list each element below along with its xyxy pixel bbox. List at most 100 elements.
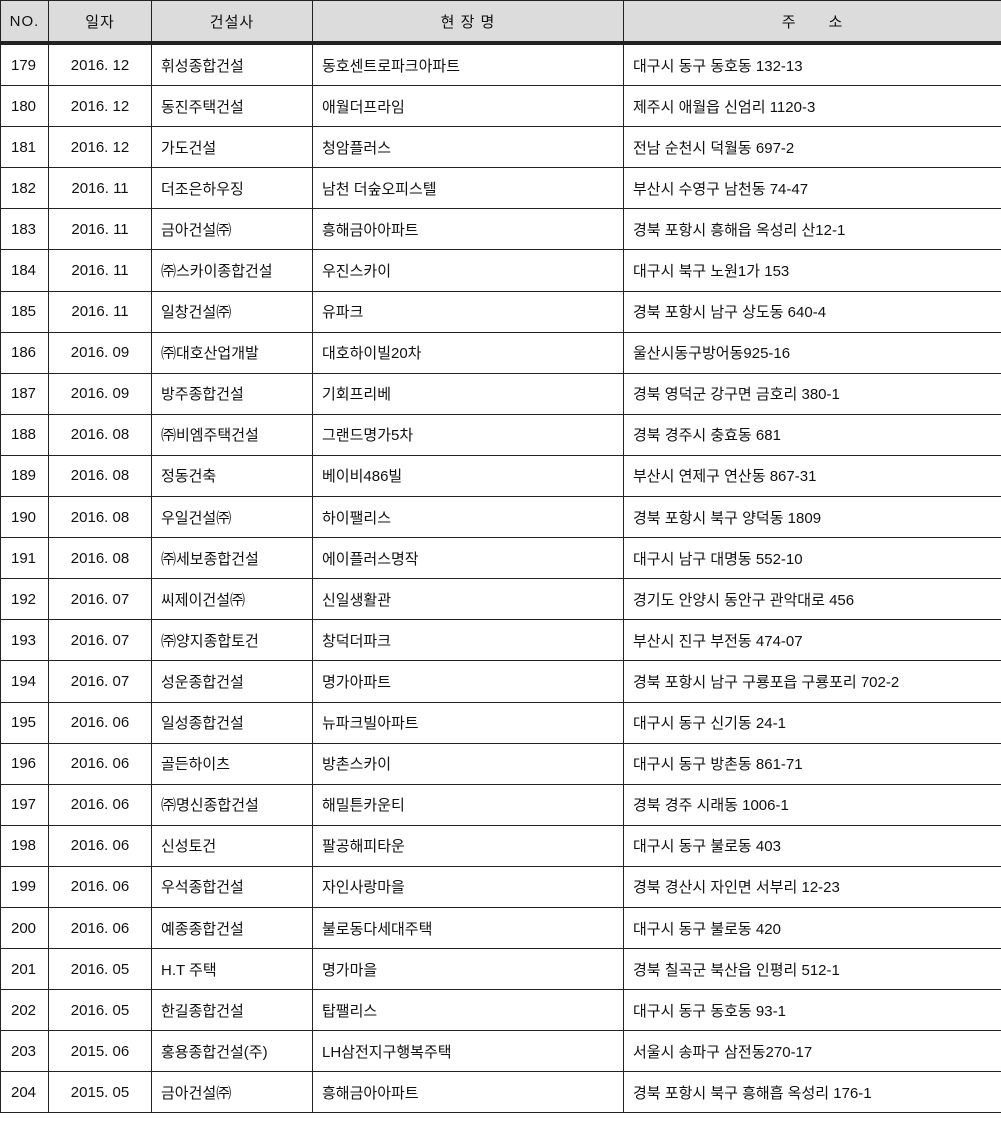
cell-site: 에이플러스명작 [312, 537, 624, 580]
cell-company: ㈜스카이종합건설 [151, 249, 313, 292]
cell-address: 대구시 동구 불로동 403 [623, 824, 1001, 867]
cell-date: 2016. 06 [48, 865, 152, 908]
cell-company: ㈜세보종합건설 [151, 537, 313, 580]
cell-address: 대구시 동구 방촌동 861-71 [623, 742, 1001, 785]
cell-site: 동호센트로파크아파트 [312, 42, 624, 87]
cell-company: ㈜대호산업개발 [151, 331, 313, 374]
cell-address: 경북 포항시 흥해읍 옥성리 산12-1 [623, 208, 1001, 251]
cell-address: 경북 영덕군 강구면 금호리 380-1 [623, 372, 1001, 415]
cell-company: 금아건설㈜ [151, 208, 313, 251]
table-row: 203 2015. 06 홍용종합건설(주) LH삼전지구행복주택 서울시 송파구 삼전… [0, 1030, 1001, 1073]
cell-address: 대구시 동구 동호동 93-1 [623, 989, 1001, 1032]
table-row: 192 2016. 07 씨제이건설㈜ 신일생활관 경기도 안양시 동안구 관악대로 4… [0, 578, 1001, 621]
cell-site: 흥해금아아파트 [312, 208, 624, 251]
table-row: 191 2016. 08 ㈜세보종합건설 에이플러스명작 대구시 남구 대명동 552-… [0, 537, 1001, 580]
cell-date: 2016. 09 [48, 372, 152, 415]
header-row: NO. 일자 건설사 현 장 명 주 소 [0, 0, 1001, 45]
table-row: 201 2016. 05 H.T 주택 명가마을 경북 칠곡군 북산읍 인평리 512-… [0, 948, 1001, 991]
cell-site: 팔공해피타운 [312, 824, 624, 867]
cell-company: 휘성종합건설 [151, 42, 313, 87]
cell-site: 애월더프라임 [312, 85, 624, 128]
cell-no: 195 [0, 701, 49, 744]
cell-company: 금아건설㈜ [151, 1071, 313, 1114]
cell-no: 188 [0, 413, 49, 456]
cell-address: 경기도 안양시 동안구 관악대로 456 [623, 578, 1001, 621]
cell-company: 우석종합건설 [151, 865, 313, 908]
table-row: 194 2016. 07 성운종합건설 명가아파트 경북 포항시 남구 구룡포읍 구룡포… [0, 660, 1001, 703]
table-row: 184 2016. 11 ㈜스카이종합건설 우진스카이 대구시 북구 노원1가 153 [0, 249, 1001, 292]
cell-no: 186 [0, 331, 49, 374]
table-row: 204 2015. 05 금아건설㈜ 흥해금아아파트 경북 포항시 북구 흥해흡 옥성리… [0, 1071, 1001, 1114]
table-row: 181 2016. 12 가도건설 청암플러스 전남 순천시 덕월동 697-2 [0, 126, 1001, 169]
cell-no: 187 [0, 372, 49, 415]
header-no: NO. [0, 0, 49, 45]
cell-address: 울산시동구방어동925-16 [623, 331, 1001, 374]
table-row: 198 2016. 06 신성토건 팔공해피타운 대구시 동구 불로동 403 [0, 824, 1001, 867]
cell-address: 경북 경주 시래동 1006-1 [623, 783, 1001, 826]
cell-company: 일창건설㈜ [151, 290, 313, 333]
cell-address: 대구시 남구 대명동 552-10 [623, 537, 1001, 580]
cell-company: 가도건설 [151, 126, 313, 169]
cell-no: 194 [0, 660, 49, 703]
cell-company: 동진주택건설 [151, 85, 313, 128]
cell-company: ㈜비엠주택건설 [151, 413, 313, 456]
cell-date: 2015. 06 [48, 1030, 152, 1073]
cell-company: 골든하이츠 [151, 742, 313, 785]
cell-site: 명가마을 [312, 948, 624, 991]
cell-date: 2016. 07 [48, 660, 152, 703]
cell-address: 경북 포항시 북구 양덕동 1809 [623, 496, 1001, 539]
cell-company: ㈜명신종합건설 [151, 783, 313, 826]
cell-site: 남천 더숲오피스텔 [312, 167, 624, 210]
cell-date: 2016. 08 [48, 496, 152, 539]
cell-no: 203 [0, 1030, 49, 1073]
cell-site: 유파크 [312, 290, 624, 333]
cell-no: 201 [0, 948, 49, 991]
table-row: 190 2016. 08 우일건설㈜ 하이팰리스 경북 포항시 북구 양덕동 1809 [0, 496, 1001, 539]
cell-address: 부산시 진구 부전동 474-07 [623, 619, 1001, 662]
cell-company: 예종종합건설 [151, 906, 313, 950]
table-row: 185 2016. 11 일창건설㈜ 유파크 경북 포항시 남구 상도동 640-4 [0, 290, 1001, 333]
cell-no: 182 [0, 167, 49, 210]
cell-address: 대구시 동구 신기동 24-1 [623, 701, 1001, 744]
cell-no: 183 [0, 208, 49, 251]
cell-date: 2016. 12 [48, 42, 152, 87]
cell-site: 그랜드명가5차 [312, 413, 624, 456]
cell-address: 경북 포항시 북구 흥해흡 옥성리 176-1 [623, 1071, 1001, 1114]
cell-date: 2015. 05 [48, 1071, 152, 1114]
cell-address: 대구시 동구 동호동 132-13 [623, 42, 1001, 87]
cell-no: 192 [0, 578, 49, 621]
cell-no: 202 [0, 989, 49, 1032]
table-row: 187 2016. 09 방주종합건설 기회프리베 경북 영덕군 강구면 금호리 380… [0, 372, 1001, 415]
cell-site: 신일생활관 [312, 578, 624, 621]
cell-address: 경북 경주시 충효동 681 [623, 413, 1001, 456]
cell-company: 일성종합건설 [151, 701, 313, 744]
cell-date: 2016. 12 [48, 85, 152, 128]
table-row: 182 2016. 11 더조은하우징 남천 더숲오피스텔 부산시 수영구 남천동 74… [0, 167, 1001, 210]
cell-site: 창덕더파크 [312, 619, 624, 662]
cell-company: 방주종합건설 [151, 372, 313, 415]
header-date: 일자 [48, 0, 152, 45]
cell-no: 189 [0, 454, 49, 498]
cell-site: 기회프리베 [312, 372, 624, 415]
cell-date: 2016. 11 [48, 249, 152, 292]
cell-company: 더조은하우징 [151, 167, 313, 210]
cell-address: 경북 포항시 남구 상도동 640-4 [623, 290, 1001, 333]
cell-company: H.T 주택 [151, 948, 313, 991]
table-row: 195 2016. 06 일성종합건설 뉴파크빌아파트 대구시 동구 신기동 24-1 [0, 701, 1001, 744]
table-row: 199 2016. 06 우석종합건설 자인사랑마을 경북 경산시 자인면 서부리 12… [0, 865, 1001, 908]
table-row: 200 2016. 06 예종종합건설 불로동다세대주택 대구시 동구 불로동 420 [0, 906, 1001, 950]
cell-date: 2016. 07 [48, 578, 152, 621]
table-row: 196 2016. 06 골든하이츠 방촌스카이 대구시 동구 방촌동 861-71 [0, 742, 1001, 785]
cell-date: 2016. 11 [48, 167, 152, 210]
cell-no: 197 [0, 783, 49, 826]
cell-address: 경북 포항시 남구 구룡포읍 구룡포리 702-2 [623, 660, 1001, 703]
cell-address: 제주시 애월읍 신엄리 1120-3 [623, 85, 1001, 128]
cell-no: 199 [0, 865, 49, 908]
cell-no: 200 [0, 906, 49, 950]
cell-no: 198 [0, 824, 49, 867]
cell-date: 2016. 08 [48, 413, 152, 456]
table-row: 188 2016. 08 ㈜비엠주택건설 그랜드명가5차 경북 경주시 충효동 681 [0, 413, 1001, 456]
cell-no: 193 [0, 619, 49, 662]
cell-site: 대호하이빌20차 [312, 331, 624, 374]
